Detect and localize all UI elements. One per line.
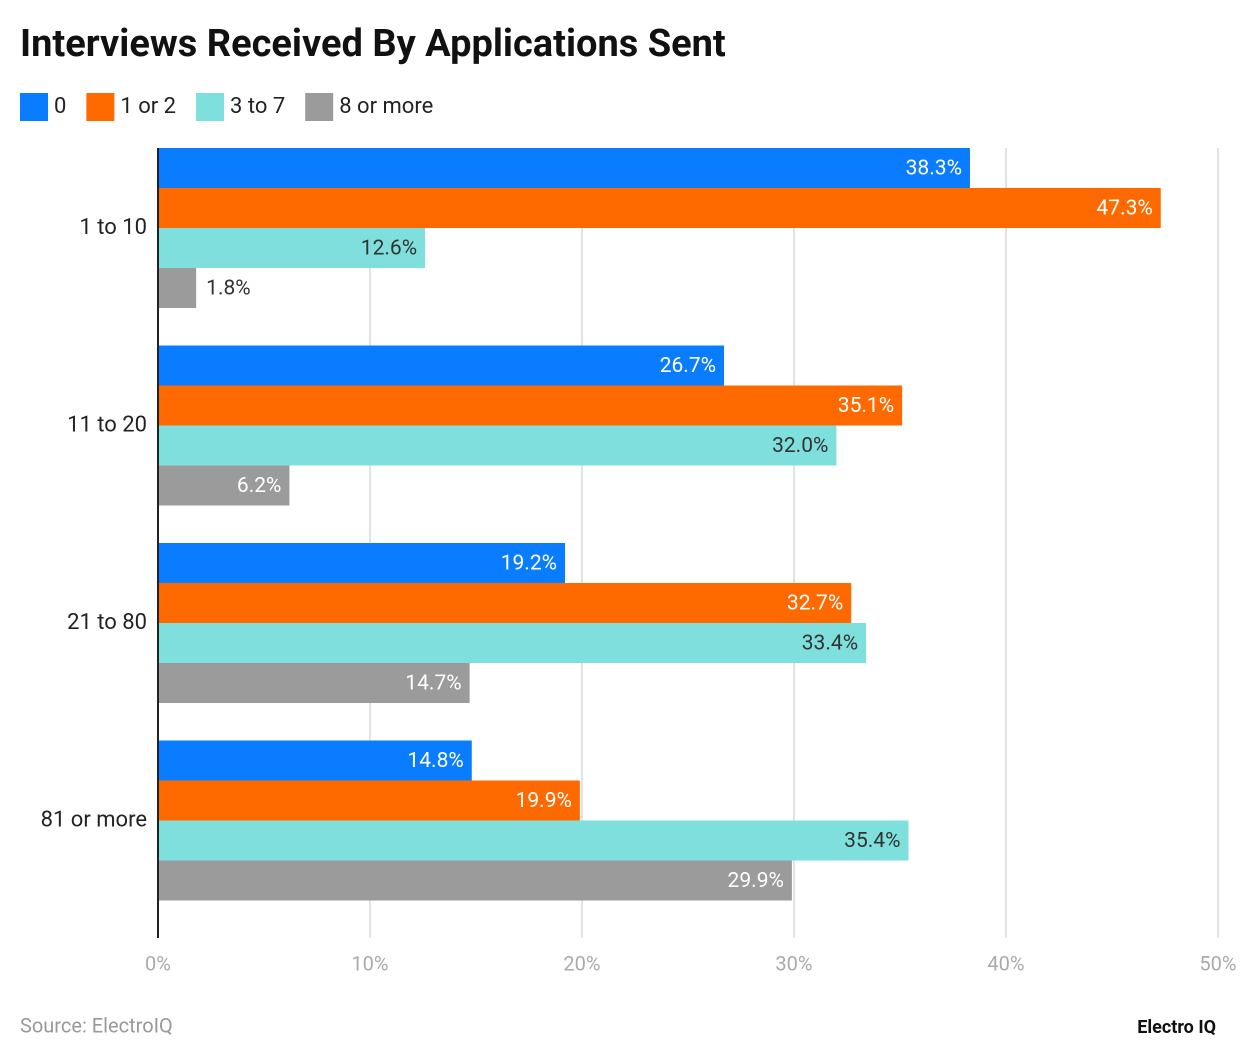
x-tick-label: 20%: [563, 951, 600, 975]
data-label: 33.4%: [802, 632, 858, 656]
bar: [158, 385, 903, 426]
bar: [158, 780, 580, 821]
bar: [158, 583, 852, 623]
legend-label: 0: [54, 94, 66, 119]
x-tick-label: 40%: [987, 951, 1024, 975]
bar: [158, 820, 909, 861]
data-label: 14.8%: [407, 749, 463, 773]
bar: [158, 425, 837, 466]
legend-swatch: [305, 93, 334, 121]
legend-swatch: [20, 93, 48, 121]
data-label: 29.9%: [728, 869, 784, 893]
bar: [158, 543, 566, 583]
logo: Electro IQ: [1137, 1017, 1216, 1038]
legend-label: 8 or more: [339, 94, 433, 119]
legend-swatch: [196, 93, 225, 121]
data-label: 32.0%: [772, 434, 828, 458]
bar: [158, 148, 970, 188]
legend-swatch: [86, 93, 115, 121]
bar: [158, 268, 197, 308]
bar: [158, 465, 290, 506]
bar: [158, 663, 470, 703]
legend-label: 3 to 7: [230, 94, 285, 119]
data-label: 14.7%: [405, 672, 461, 696]
y-tick-label: 1 to 10: [79, 215, 147, 240]
data-label: 32.7%: [787, 592, 843, 616]
x-tick-label: 0%: [145, 951, 171, 975]
data-label: 38.3%: [906, 157, 962, 181]
bar: [158, 860, 792, 901]
x-tick-label: 10%: [351, 951, 388, 975]
bar: [158, 228, 426, 268]
bar: [158, 740, 472, 781]
data-label: 19.2%: [501, 552, 557, 576]
data-label: 6.2%: [237, 474, 282, 498]
chart-title: Interviews Received By Applications Sent: [20, 22, 726, 66]
y-tick-label: 21 to 80: [67, 610, 147, 635]
bar: [158, 188, 1161, 228]
legend-label: 1 or 2: [120, 94, 176, 119]
data-label: 19.9%: [516, 789, 572, 813]
source: Source: ElectroIQ: [20, 1013, 173, 1037]
x-tick-label: 30%: [775, 951, 812, 975]
bar: [158, 345, 725, 386]
data-label: 47.3%: [1096, 197, 1152, 221]
bar: [158, 623, 867, 663]
data-label: 35.4%: [844, 829, 900, 853]
data-label: 1.8%: [206, 277, 251, 301]
y-tick-label: 11 to 20: [67, 412, 147, 437]
data-label: 12.6%: [361, 237, 417, 261]
y-tick-label: 81 or more: [41, 807, 147, 832]
x-tick-label: 50%: [1199, 951, 1236, 975]
data-label: 35.1%: [838, 394, 894, 418]
data-label: 26.7%: [660, 354, 716, 378]
